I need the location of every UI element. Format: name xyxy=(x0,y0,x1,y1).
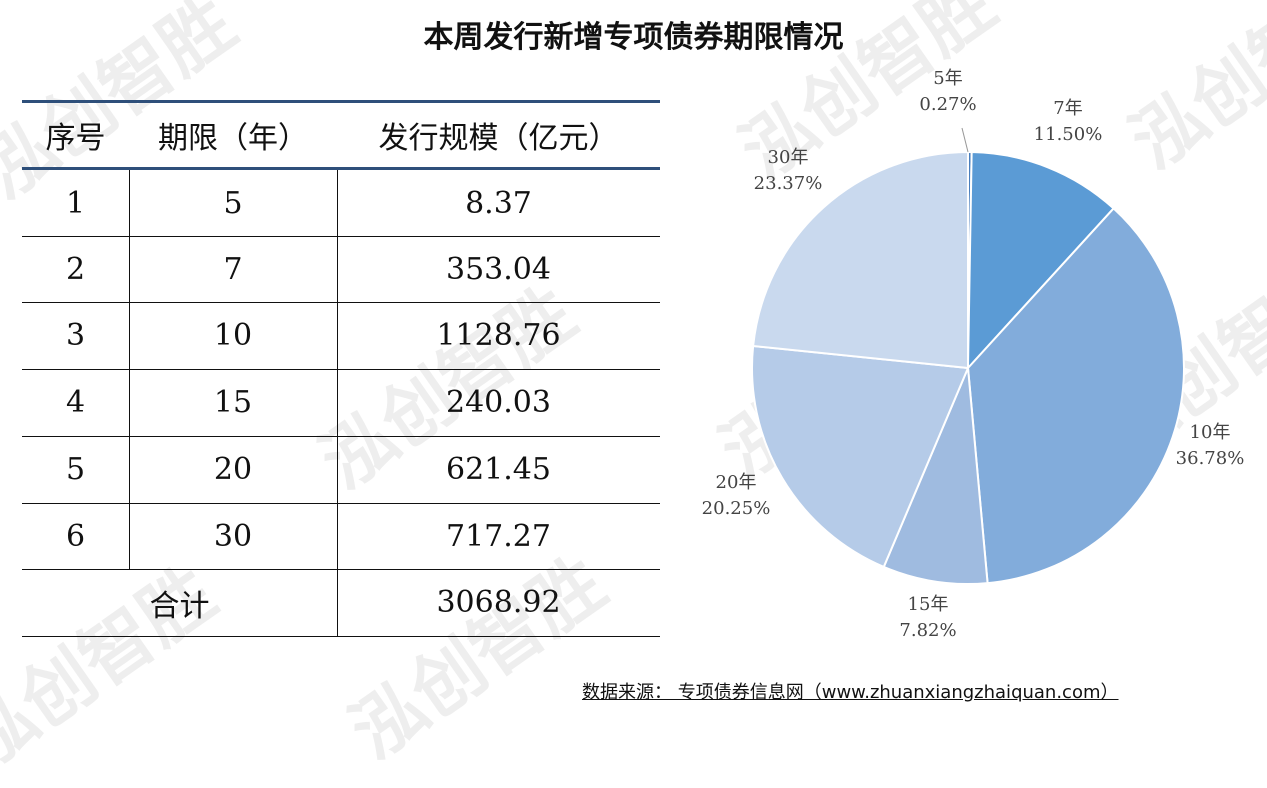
pie-slice-20年 xyxy=(751,344,970,569)
pie-label-percent: 20.25% xyxy=(702,498,771,519)
row-1-amount: 8.37 xyxy=(465,185,532,221)
data-source-note: 数据来源： 专项债券信息网（www.zhuanxiangzhaiquan.com… xyxy=(582,682,1119,703)
row-4-term: 15 xyxy=(213,385,253,420)
pie-label-name: 7年 xyxy=(1053,98,1082,119)
row-1-index: 1 xyxy=(65,185,86,221)
row-divider xyxy=(22,503,660,504)
pie-slice-15年 xyxy=(882,367,989,585)
pie-label-name: 20年 xyxy=(716,472,757,493)
row-5-term: 20 xyxy=(213,452,253,487)
row-2-term: 7 xyxy=(223,251,243,287)
page-title: 本周发行新增专项债券期限情况 xyxy=(423,20,844,55)
issuance-table: 序号 期限（年） 发行规模（亿元） 1 5 8.37 2 7 353.04 3 … xyxy=(22,100,660,637)
total-value: 3068.92 xyxy=(436,585,561,620)
pie-slice-7年 xyxy=(966,151,1115,371)
term-pie-chart: 5年 0.27% 7年 11.50% 10年 36.78% 15年 7.82% 20年 20.25… xyxy=(702,68,1245,641)
header-term: 期限（年） xyxy=(158,121,308,156)
column-divider xyxy=(129,170,130,570)
row-2-amount: 353.04 xyxy=(446,251,551,287)
row-3-index: 3 xyxy=(65,318,86,353)
row-3-term: 10 xyxy=(213,318,253,353)
header-index: 序号 xyxy=(45,121,106,156)
pie-label-percent: 7.82% xyxy=(899,620,956,641)
pie-label-percent: 23.37% xyxy=(754,173,823,194)
pie-label-percent: 0.27% xyxy=(919,94,976,115)
header-amount: 发行规模（亿元） xyxy=(378,121,619,156)
row-divider xyxy=(22,236,660,237)
total-label: 合计 xyxy=(149,588,210,624)
row-3-amount: 1128.76 xyxy=(436,318,561,353)
row-5-amount: 621.45 xyxy=(446,452,551,487)
pie-label-name: 30年 xyxy=(768,147,809,168)
row-divider xyxy=(22,636,660,637)
row-divider xyxy=(22,369,660,370)
pie-slice-30年 xyxy=(752,150,969,370)
row-1-term: 5 xyxy=(223,185,243,221)
row-divider xyxy=(22,569,660,570)
pie-label-percent: 11.50% xyxy=(1034,124,1103,145)
pie-label-name: 10年 xyxy=(1190,422,1231,443)
row-5-index: 5 xyxy=(65,452,86,487)
table-top-rule xyxy=(22,100,660,103)
row-divider xyxy=(22,302,660,303)
row-6-index: 6 xyxy=(65,518,86,554)
pie-label-percent: 36.78% xyxy=(1176,448,1245,469)
pie-label-name: 15年 xyxy=(908,594,949,615)
pie-leader-line xyxy=(961,127,969,153)
row-6-term: 30 xyxy=(213,518,253,554)
table-header-rule xyxy=(22,167,660,170)
row-6-amount: 717.27 xyxy=(446,518,551,554)
column-divider xyxy=(337,170,338,637)
row-4-index: 4 xyxy=(65,385,86,420)
pie-label-name: 5年 xyxy=(933,68,962,89)
pie-slice-10年 xyxy=(966,207,1185,585)
row-4-amount: 240.03 xyxy=(446,385,551,420)
row-2-index: 2 xyxy=(65,251,86,287)
row-divider xyxy=(22,436,660,437)
